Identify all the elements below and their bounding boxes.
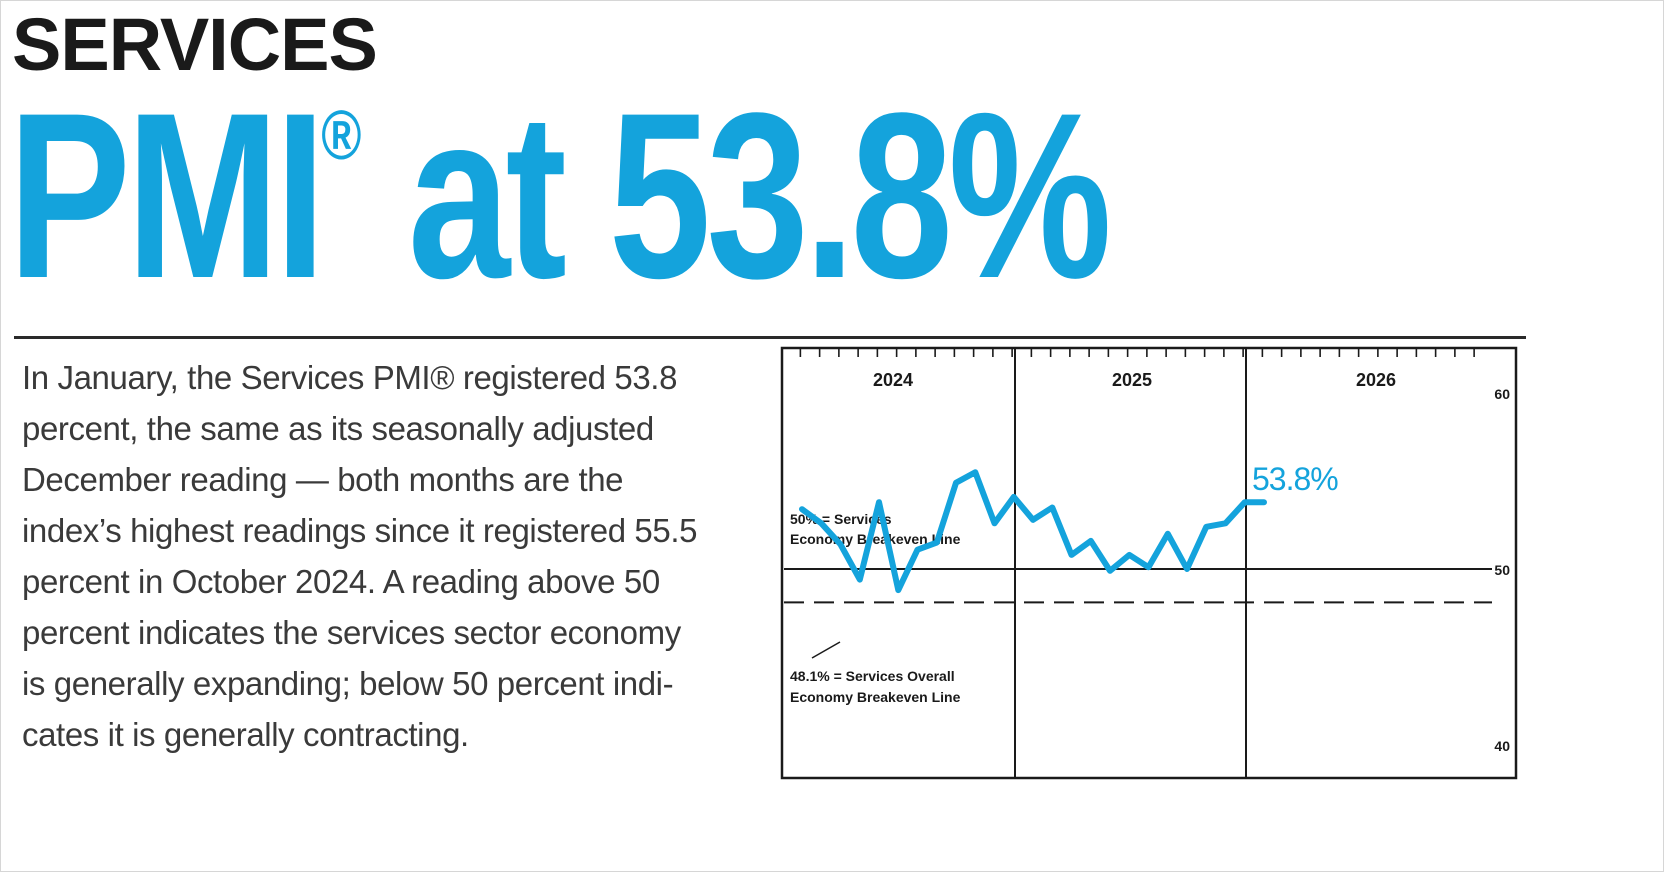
overall-breakeven-leader xyxy=(811,641,841,659)
annotations: 53.8% xyxy=(1252,461,1339,497)
pmi-chart-svg: 2024 2025 2026 40 50 60 50% = Services Econom… xyxy=(780,346,1518,780)
body-line: index’s highest readings since it regist… xyxy=(22,512,698,549)
registered-mark: ® xyxy=(321,96,362,174)
body-line: percent in October 2024. A reading above… xyxy=(22,563,660,600)
headline-prefix: PMI xyxy=(8,64,326,328)
year-label: 2026 xyxy=(1356,370,1396,390)
body-line: is generally expanding; below 50 percent… xyxy=(22,665,674,702)
y-tick-label: 50 xyxy=(1494,562,1510,578)
services-breakeven-label-line1: 50% = Services xyxy=(790,511,892,527)
body-line: In January, the Services PMI® registered… xyxy=(22,359,678,396)
overall-breakeven-label-line1: 48.1% = Services Overall xyxy=(790,668,955,684)
body-line: December reading — both months are the xyxy=(22,461,624,498)
divider-rule xyxy=(14,336,1526,339)
overall-breakeven-label-line2: Economy Breakeven Line xyxy=(790,689,961,705)
headline-suffix: at 53.8% xyxy=(361,64,1112,328)
series-layer xyxy=(799,469,1267,594)
year-label: 2025 xyxy=(1112,370,1152,390)
y-tick-label: 40 xyxy=(1494,738,1510,754)
year-label: 2024 xyxy=(873,370,913,390)
pmi-chart: 2024 2025 2026 40 50 60 50% = Services Econom… xyxy=(780,346,1518,780)
section-kicker: SERVICES xyxy=(12,3,378,86)
body-line: percent, the same as its seasonally adju… xyxy=(22,410,654,447)
body-line: cates it is generally contracting. xyxy=(22,716,469,753)
year-dividers xyxy=(1014,348,1247,778)
y-tick-label: 60 xyxy=(1494,386,1510,402)
y-axis-ticks: 40 50 60 xyxy=(1494,386,1510,754)
latest-value-label: 53.8% xyxy=(1252,461,1338,497)
month-ticks xyxy=(799,348,1475,357)
headline: PMI® at 53.8% xyxy=(8,78,1112,314)
body-paragraph: In January, the Services PMI® registered… xyxy=(22,352,762,760)
body-line: percent indicates the services sector ec… xyxy=(22,614,681,651)
year-labels: 2024 2025 2026 xyxy=(873,370,1396,390)
